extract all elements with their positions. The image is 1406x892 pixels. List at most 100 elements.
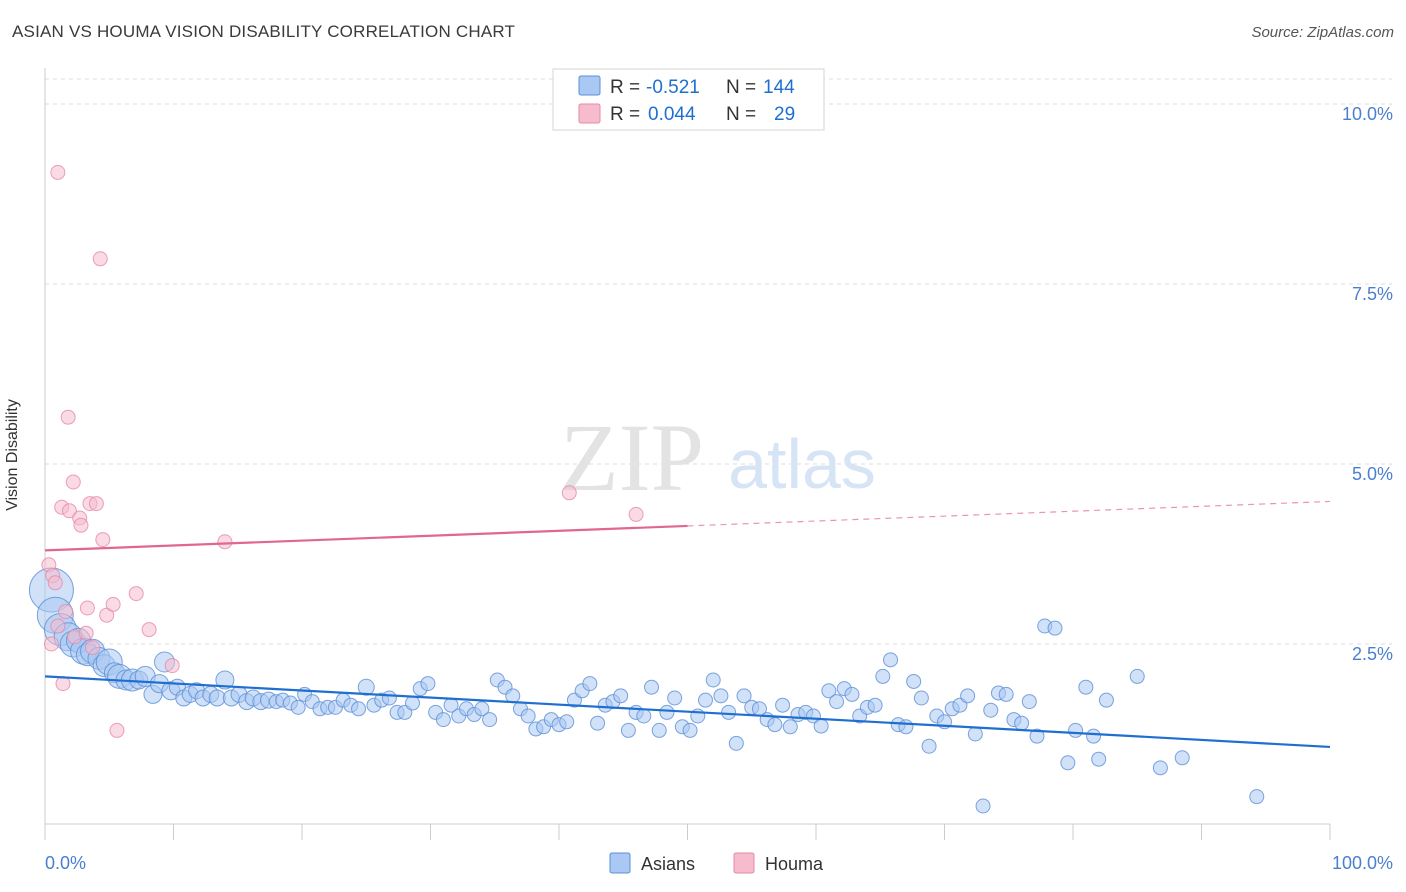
watermark-zip: ZIP [560,404,704,511]
houma-point [85,640,101,656]
asian-point [381,690,397,706]
y-tick-label: 2.5% [1352,644,1393,664]
trend-line-solid [44,675,1331,749]
asian-point [983,702,999,718]
houma-point [141,622,157,638]
houma-point [105,596,121,612]
asian-point [1014,715,1030,731]
asian-point [867,697,883,713]
asian-point [651,722,667,738]
asian-point [644,679,660,695]
source-label: Source: ZipAtlas.com [1251,24,1394,41]
houma-point [65,474,81,490]
houma-point [561,485,577,501]
houma-point [88,496,104,512]
asian-point [736,688,752,704]
asian-point [405,695,421,711]
asian-point [728,735,744,751]
legend-r-label: R = [610,77,640,98]
trend-lines [44,500,1331,749]
legend-r-value: -0.521 [646,77,700,98]
legend-n-value: 29 [774,104,795,125]
asian-point [613,688,629,704]
legend-n-value: 144 [763,77,795,98]
asian-point [667,690,683,706]
legend-label-asians: Asians [641,854,695,874]
asian-point [208,689,226,707]
asian-point [782,719,798,735]
legend-swatch-asians [609,852,631,874]
y-tick-label: 7.5% [1352,284,1393,304]
houma-point [43,636,59,652]
houma-point [79,600,95,616]
asian-point [705,672,721,688]
correlation-legend: R = -0.521 N = 144 R = 0.044 N = 29 [552,68,825,131]
asian-point [1091,751,1107,767]
grid-lines [45,78,1392,645]
series-legend: Asians Houma [609,852,824,874]
asian-point [975,798,991,814]
axes [44,68,1331,840]
asian-point [713,688,729,704]
houma-point [73,517,89,533]
asian-point [351,701,367,717]
houma-point [128,586,144,602]
houma-point [50,164,66,180]
legend-n-label: N = [726,77,756,98]
legend-swatch-houma [733,852,755,874]
y-tick-label: 10.0% [1342,104,1393,124]
asian-point [215,670,235,690]
watermark: ZIP atlas [560,404,876,511]
asian-point [474,701,490,717]
trend-line-dashed [687,500,1331,527]
asian-point [357,678,375,696]
watermark-atlas: atlas [728,425,876,503]
asian-point [913,690,929,706]
asian-point [921,738,937,754]
asian-point [590,715,606,731]
asian-point [1129,668,1145,684]
legend-swatch-asians [578,75,601,96]
asian-point [697,692,713,708]
asian-point [960,688,976,704]
asian-point [813,718,829,734]
asian-point [559,714,575,730]
asian-point [875,668,891,684]
asian-point [435,712,451,728]
houma-point [95,532,111,548]
x-tick-label: 100.0% [1332,853,1393,873]
houma-point [58,604,74,620]
asian-point [1047,620,1063,636]
x-tick-labels: 0.0% 100.0% [45,853,1393,873]
data-points [28,164,1265,814]
chart-title: ASIAN VS HOUMA VISION DISABILITY CORRELA… [12,22,516,41]
asian-point [821,683,837,699]
y-tick-label: 5.0% [1352,464,1393,484]
asian-point [1152,760,1168,776]
houma-point [47,575,63,591]
asian-point [967,726,983,742]
asian-point [620,722,636,738]
asian-point [1078,679,1094,695]
asian-point [829,694,845,710]
houma-point [217,534,233,550]
y-tick-labels: 2.5% 5.0% 7.5% 10.0% [1342,104,1393,664]
trend-line-solid [44,524,688,552]
houma-point [164,658,180,674]
asian-point [767,717,783,733]
asian-point [898,719,914,735]
asian-point [775,697,791,713]
asian-point [1021,694,1037,710]
asian-point [1068,722,1084,738]
houma-point [109,722,125,738]
houma-point [628,506,644,522]
houma-point [60,409,76,425]
asian-point [482,712,498,728]
legend-swatch-houma [578,103,601,124]
legend-r-value: 0.044 [648,104,696,125]
asian-point [1060,755,1076,771]
legend-n-label: N = [726,104,756,125]
x-tick-label: 0.0% [45,853,86,873]
asian-point [582,676,598,692]
